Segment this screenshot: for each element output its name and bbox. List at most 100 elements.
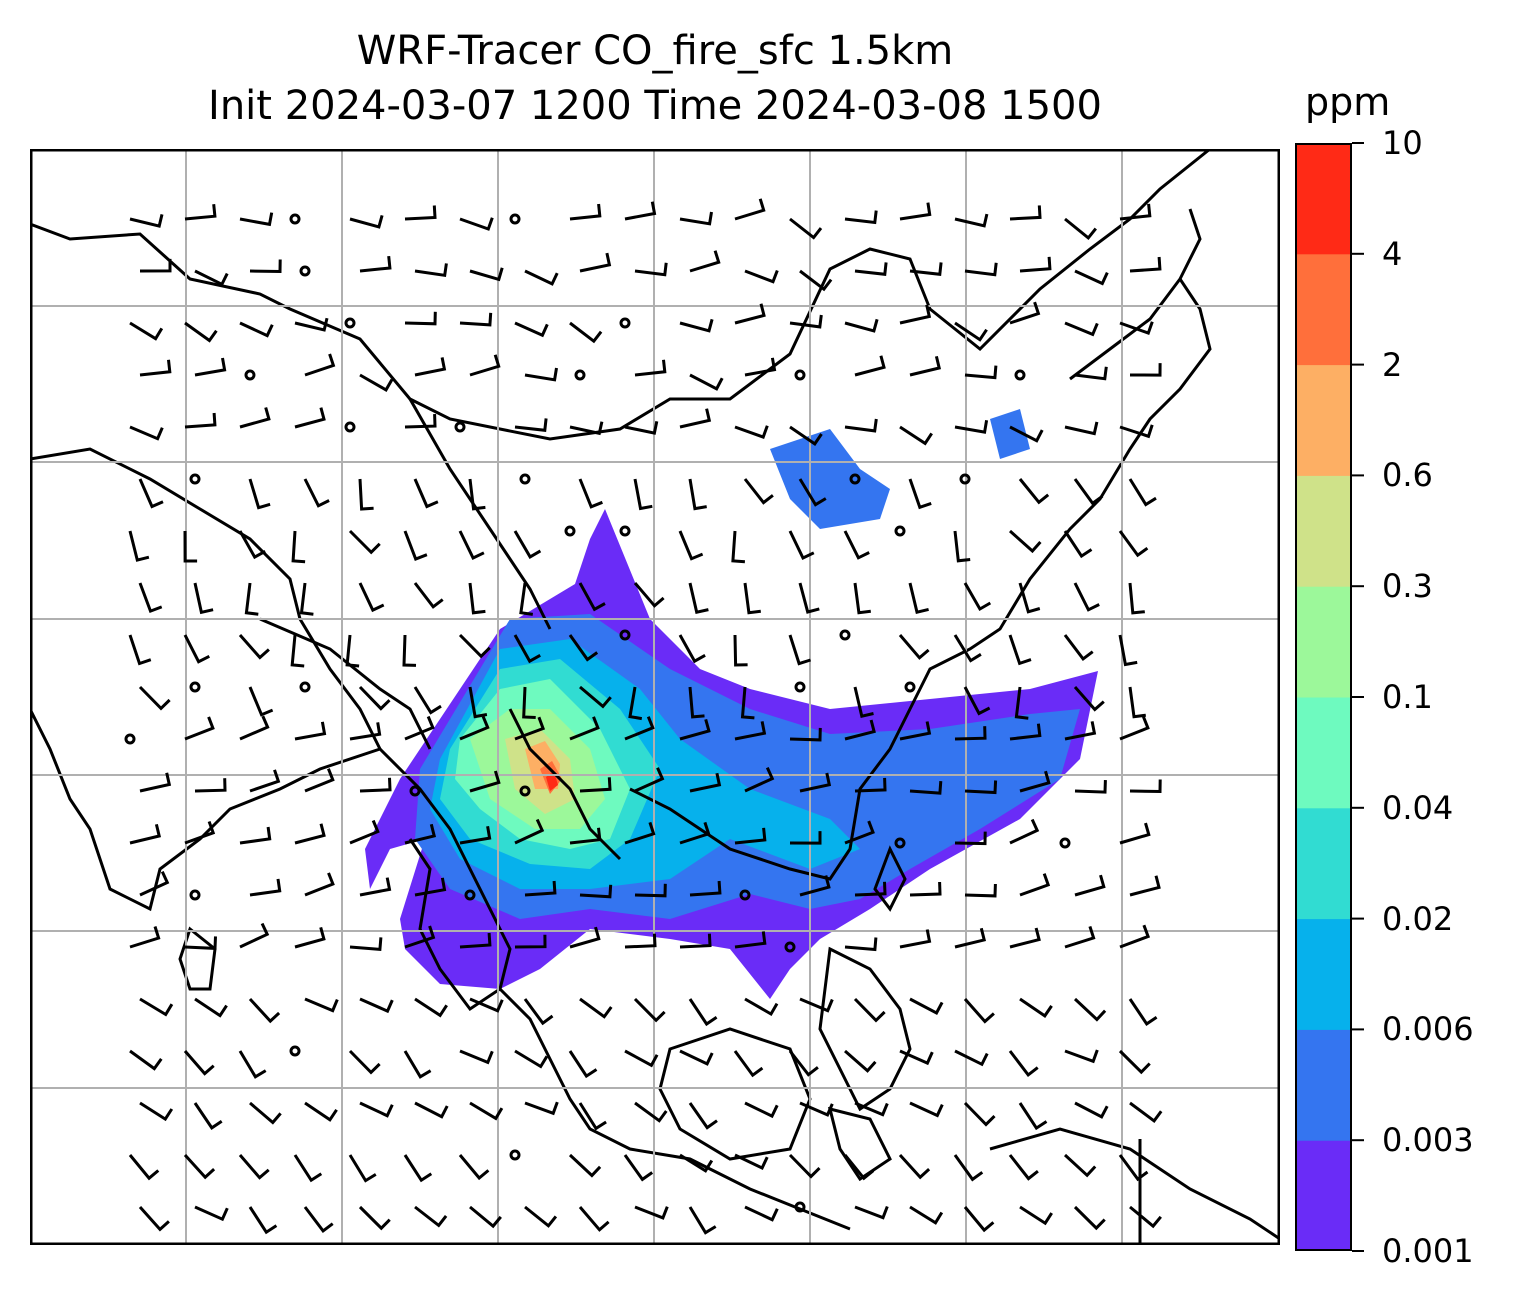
wind-barb	[854, 777, 887, 793]
wind-barb	[239, 826, 272, 845]
wind-barb	[238, 1050, 267, 1079]
wind-barb	[788, 634, 811, 666]
wind-barb	[624, 933, 657, 949]
wind-barb	[1009, 529, 1042, 554]
wind-barb	[1128, 478, 1157, 507]
wind-barb	[579, 777, 612, 793]
wind-barb	[844, 418, 878, 433]
wind-barb	[679, 1049, 714, 1066]
wind-barb	[854, 355, 886, 377]
wind-barb	[1119, 716, 1150, 741]
wind-barb	[184, 716, 215, 741]
wind-barb	[138, 685, 171, 711]
wind-barb	[854, 262, 888, 276]
wind-barb	[908, 582, 929, 615]
wind-barb	[469, 1205, 502, 1229]
wind-barb	[1118, 634, 1138, 667]
wind-barb	[139, 772, 172, 793]
wind-barb	[519, 582, 534, 616]
wind-barb	[734, 931, 767, 949]
wind-barb	[239, 321, 274, 338]
coast-malay	[498, 987, 851, 1231]
wind-barb	[624, 421, 659, 435]
wind-barb	[953, 1154, 984, 1182]
wind-barb	[1129, 363, 1162, 377]
wind-barb	[844, 719, 876, 741]
coast-borneo	[658, 1027, 812, 1161]
wind-barb	[628, 686, 643, 721]
wind-barb	[514, 1049, 549, 1069]
wind-barb	[248, 686, 274, 717]
wind-barb	[689, 772, 722, 793]
wind-barb	[1063, 530, 1093, 559]
wind-barb	[899, 721, 932, 741]
wind-barb	[744, 766, 775, 793]
wind-barb	[1064, 925, 1096, 949]
wind-barb	[139, 359, 172, 377]
wind-barb	[1129, 1101, 1163, 1124]
wind-barb	[514, 321, 549, 338]
wind-barb	[854, 881, 887, 897]
wind-barb	[744, 357, 777, 377]
calm-wind-marker	[244, 369, 256, 381]
calm-wind-marker	[299, 681, 311, 693]
wind-barb	[194, 357, 227, 377]
wind-barb	[249, 1101, 282, 1125]
wind-barb	[679, 1153, 714, 1173]
wind-barb	[1118, 1049, 1151, 1075]
wind-barb	[679, 211, 713, 226]
wind-barb	[404, 414, 437, 429]
wind-barb	[963, 1101, 996, 1127]
wind-barb	[734, 198, 766, 221]
wind-barb	[744, 997, 779, 1017]
wind-barb	[238, 634, 270, 660]
wind-barb	[128, 530, 150, 562]
wind-barb	[248, 478, 271, 510]
wind-barb	[579, 997, 613, 1019]
coast-north	[30, 149, 1211, 441]
wind-barb	[843, 1154, 875, 1181]
wind-barb	[458, 530, 485, 561]
coast-china	[629, 278, 1212, 881]
wind-barb	[1019, 1205, 1053, 1226]
calm-wind-marker	[839, 629, 851, 641]
wind-barb	[469, 770, 501, 793]
wind-barb	[304, 768, 335, 793]
wind-barb	[954, 927, 987, 949]
wind-barb	[688, 582, 709, 614]
wind-barb	[1073, 686, 1105, 712]
wind-barb	[239, 715, 270, 741]
plume-patch-northeast	[770, 429, 890, 529]
calm-wind-marker	[619, 317, 631, 329]
wind-barb	[853, 997, 886, 1023]
wind-barb	[1063, 634, 1094, 661]
wind-barb	[909, 355, 942, 377]
colorbar-ticks	[1352, 142, 1364, 1252]
wind-barb	[193, 1102, 223, 1130]
wind-barb	[954, 420, 989, 434]
wind-barb	[799, 269, 833, 292]
wind-barb	[248, 997, 281, 1024]
wind-barb	[303, 478, 330, 508]
wind-barb	[129, 823, 162, 845]
colorbar-tick-label: 0.003	[1382, 1121, 1474, 1160]
coast-japan	[1069, 208, 1202, 381]
wind-barb	[249, 259, 282, 274]
wind-barb	[963, 686, 991, 716]
wind-barb	[129, 926, 161, 949]
wind-barb	[569, 421, 604, 436]
wind-barb	[1064, 321, 1099, 337]
gridlines	[30, 149, 1280, 1245]
wind-barb	[404, 925, 436, 949]
wind-barb	[1019, 770, 1051, 793]
wind-barb	[139, 997, 174, 1017]
wind-barb	[1009, 301, 1041, 325]
wind-barb	[402, 634, 417, 667]
wind-barb	[413, 686, 442, 715]
wind-barb	[689, 250, 721, 273]
wind-barb	[524, 1205, 558, 1228]
tracer-plume	[365, 409, 1098, 999]
colorbar-segment	[1295, 1029, 1352, 1141]
wind-barb	[524, 367, 558, 382]
wind-barb	[733, 634, 748, 667]
